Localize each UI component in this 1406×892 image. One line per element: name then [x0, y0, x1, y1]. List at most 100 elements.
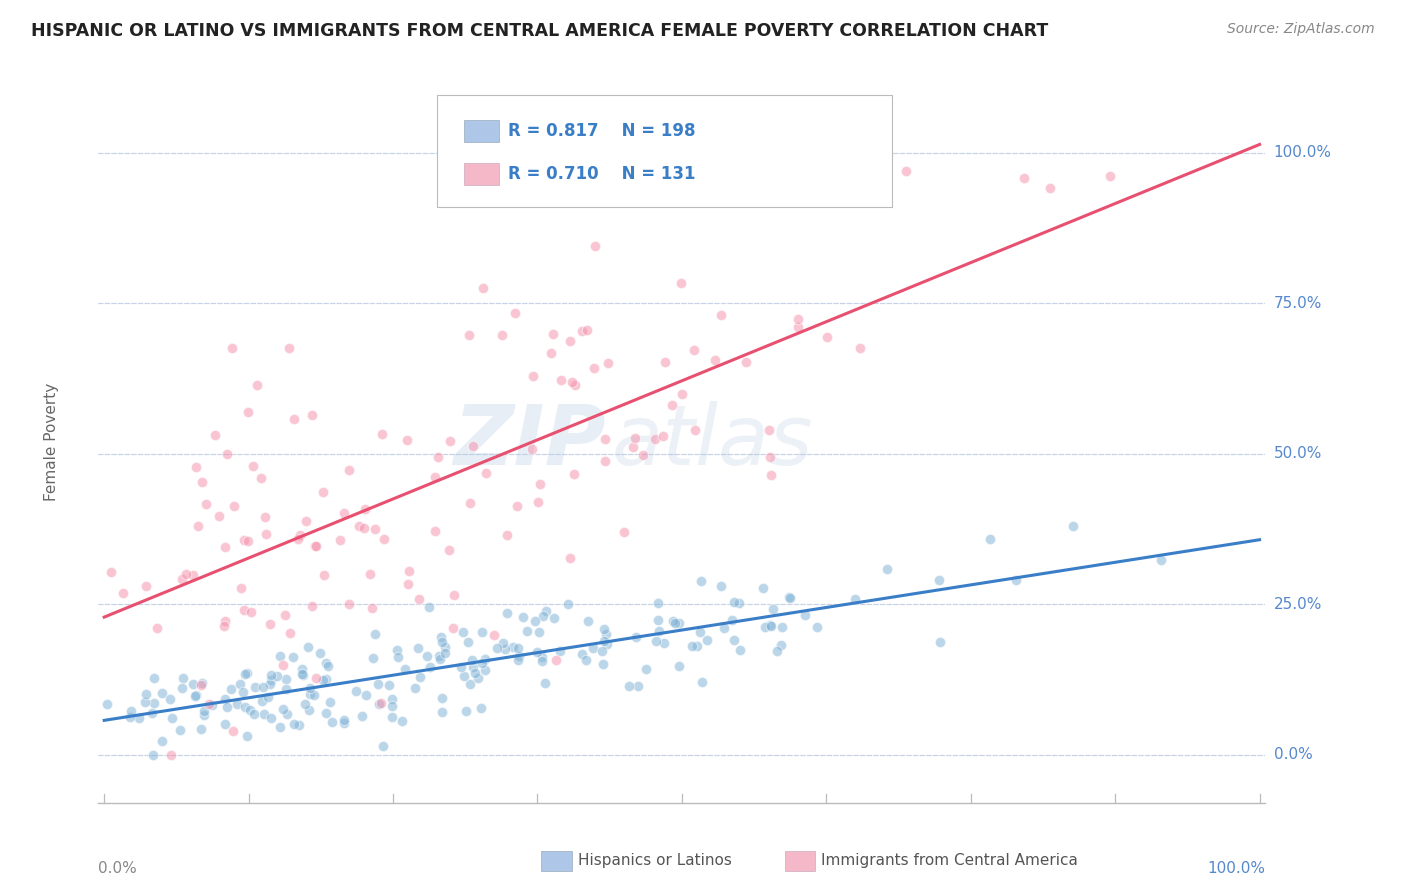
- Point: [312, 485, 335, 500]
- Point: [534, 675, 557, 690]
- Point: [512, 610, 534, 624]
- Point: [238, 405, 260, 419]
- Point: [283, 717, 305, 731]
- Point: [419, 660, 441, 674]
- Point: [183, 677, 205, 691]
- Point: [277, 341, 299, 355]
- Point: [333, 506, 356, 520]
- Point: [669, 276, 692, 290]
- Point: [172, 671, 194, 685]
- Point: [894, 163, 917, 178]
- Point: [174, 567, 197, 582]
- Point: [394, 662, 416, 676]
- Point: [396, 577, 419, 591]
- Point: [214, 541, 236, 555]
- Point: [457, 635, 479, 649]
- Point: [770, 620, 793, 634]
- Point: [312, 568, 335, 582]
- Point: [527, 495, 550, 509]
- Point: [502, 640, 524, 655]
- Text: 0.0%: 0.0%: [1274, 747, 1312, 762]
- Point: [524, 614, 547, 628]
- Point: [274, 608, 297, 623]
- Point: [181, 568, 204, 582]
- Point: [592, 657, 614, 671]
- Point: [259, 677, 281, 691]
- Point: [647, 624, 669, 639]
- Point: [471, 625, 494, 640]
- Point: [159, 747, 181, 762]
- Point: [190, 678, 212, 692]
- Point: [433, 646, 456, 660]
- Point: [385, 643, 408, 657]
- Point: [690, 675, 713, 690]
- Point: [186, 460, 208, 475]
- Point: [287, 718, 309, 732]
- Point: [302, 688, 325, 702]
- Point: [406, 640, 429, 655]
- Point: [430, 631, 453, 645]
- Point: [613, 524, 636, 539]
- Point: [627, 679, 650, 693]
- Point: [430, 635, 453, 649]
- Point: [762, 602, 785, 616]
- Point: [333, 716, 356, 731]
- Point: [664, 615, 686, 630]
- Point: [876, 562, 898, 576]
- Point: [349, 518, 371, 533]
- Point: [260, 668, 283, 682]
- Point: [361, 600, 384, 615]
- Point: [233, 533, 256, 548]
- Point: [432, 706, 454, 720]
- Point: [550, 373, 572, 387]
- Point: [233, 602, 256, 616]
- Point: [595, 627, 617, 641]
- Point: [329, 533, 352, 548]
- Point: [333, 713, 356, 727]
- Point: [229, 581, 252, 595]
- Point: [337, 597, 360, 611]
- Point: [710, 579, 733, 593]
- Point: [381, 709, 404, 723]
- Point: [576, 614, 599, 628]
- Point: [271, 657, 294, 672]
- Point: [575, 652, 598, 666]
- Point: [217, 700, 239, 714]
- Point: [370, 697, 392, 711]
- Point: [214, 717, 236, 731]
- Point: [844, 592, 866, 607]
- Point: [222, 500, 245, 514]
- Point: [754, 619, 776, 633]
- Text: Hispanics or Latinos: Hispanics or Latinos: [578, 854, 731, 868]
- Point: [486, 641, 509, 656]
- Point: [815, 330, 838, 344]
- Point: [259, 617, 281, 632]
- Point: [276, 706, 298, 721]
- Point: [371, 426, 394, 441]
- Point: [461, 653, 484, 667]
- Point: [111, 586, 134, 600]
- Text: Source: ZipAtlas.com: Source: ZipAtlas.com: [1227, 22, 1375, 37]
- Text: 0.0%: 0.0%: [98, 861, 138, 876]
- Point: [118, 710, 141, 724]
- Point: [246, 378, 269, 392]
- Point: [728, 596, 751, 610]
- Point: [522, 442, 544, 456]
- Point: [759, 618, 782, 632]
- Point: [429, 652, 451, 666]
- Point: [470, 700, 492, 714]
- Point: [254, 526, 277, 541]
- Point: [387, 649, 409, 664]
- Point: [450, 659, 472, 673]
- Point: [298, 703, 321, 717]
- Point: [243, 706, 266, 721]
- Point: [770, 638, 793, 652]
- Point: [626, 630, 648, 644]
- Point: [558, 334, 581, 348]
- Point: [416, 648, 439, 663]
- Point: [1005, 573, 1028, 587]
- Point: [451, 625, 474, 640]
- Point: [315, 656, 337, 670]
- Point: [506, 652, 529, 666]
- Point: [250, 694, 273, 708]
